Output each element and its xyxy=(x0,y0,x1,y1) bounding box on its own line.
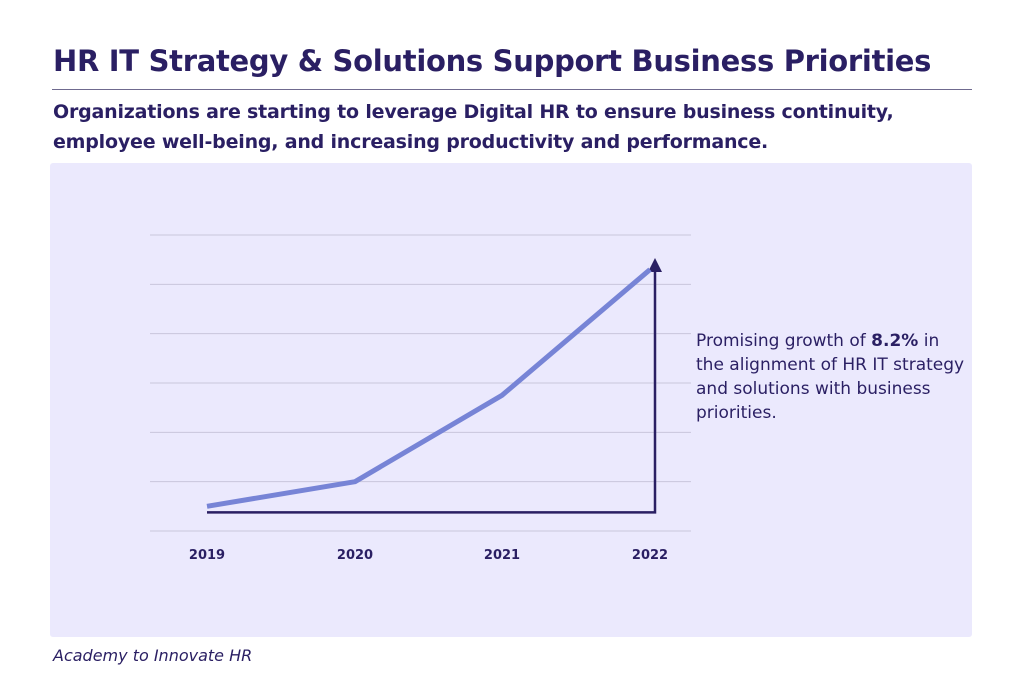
growth-arrow xyxy=(207,258,662,514)
chart-panel xyxy=(50,163,972,637)
growth-arrow-path xyxy=(207,262,657,514)
source-credit: Academy to Innovate HR xyxy=(53,646,253,665)
x-axis-tick-labels: 2019 2020 2021 2022 xyxy=(189,548,668,563)
x-tick-label: 2022 xyxy=(632,548,668,563)
page-subtitle: Organizations are starting to leverage D… xyxy=(53,101,894,153)
series-line xyxy=(206,267,652,509)
annotation-text-before: Promising growth of xyxy=(696,331,872,351)
annotation-text-after: in the alignment of HR IT strategy and s… xyxy=(696,331,965,423)
x-tick-label: 2020 xyxy=(337,548,373,563)
growth-percentage: 8.2% xyxy=(871,331,919,351)
page-title: HR IT Strategy & Solutions Support Busin… xyxy=(53,44,932,78)
growth-arrowhead xyxy=(648,258,662,272)
x-tick-label: 2021 xyxy=(484,548,520,563)
series-line-layer xyxy=(206,267,652,509)
growth-annotation: Promising growth of 8.2% in the alignmen… xyxy=(696,329,966,425)
x-tick-label: 2019 xyxy=(189,548,225,563)
title-divider xyxy=(52,89,972,90)
gridlines xyxy=(150,234,691,532)
